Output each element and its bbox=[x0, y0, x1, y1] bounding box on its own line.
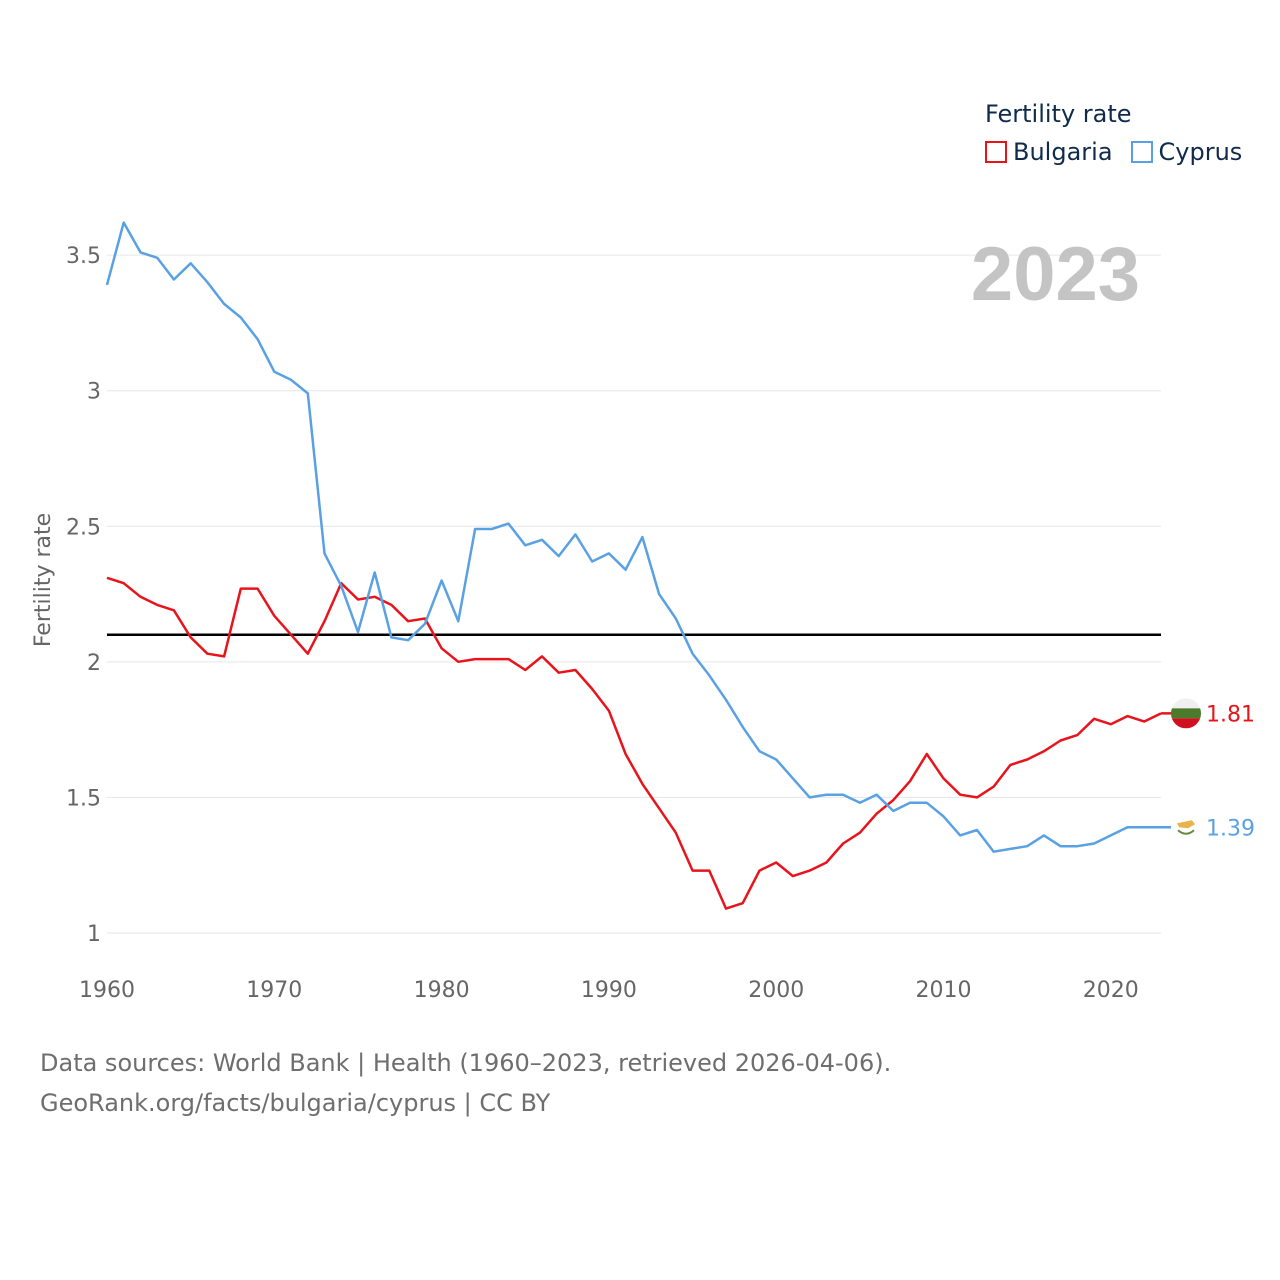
end-value-cyprus: 1.39 bbox=[1206, 816, 1255, 841]
series-lines bbox=[105, 221, 1162, 910]
y-tick-label: 3 bbox=[87, 380, 101, 405]
x-tick-label: 2000 bbox=[748, 978, 804, 1003]
x-tick-label: 2020 bbox=[1083, 978, 1139, 1003]
series-line-cyprus[interactable] bbox=[105, 221, 1161, 853]
series-line-bulgaria[interactable] bbox=[106, 576, 1162, 910]
y-axis-ticks: 1 1.5 2 2.5 3 3.5 bbox=[66, 244, 101, 947]
legend-item-cyprus[interactable]: Cyprus bbox=[1130, 138, 1243, 166]
y-tick-label: 3.5 bbox=[66, 244, 101, 269]
y-tick-label: 1.5 bbox=[66, 786, 101, 811]
source-link-text[interactable]: GeoRank.org/facts/bulgaria/cyprus | CC B… bbox=[40, 1089, 551, 1117]
end-markers: 1.81 1.39 bbox=[1161, 698, 1255, 843]
y-axis-label: Fertility rate bbox=[31, 513, 56, 647]
y-tick-label: 1 bbox=[87, 922, 101, 947]
grid-lines bbox=[107, 254, 1161, 934]
end-value-bulgaria: 1.81 bbox=[1206, 702, 1255, 727]
x-axis-ticks: 1960 1970 1980 1990 2000 2010 2020 bbox=[79, 978, 1139, 1003]
x-tick-label: 1980 bbox=[414, 978, 470, 1003]
x-tick-label: 2010 bbox=[916, 978, 972, 1003]
legend-label-cyprus: Cyprus bbox=[1158, 138, 1243, 166]
legend-swatch-cyprus bbox=[1130, 141, 1153, 163]
legend-title: Fertility rate bbox=[985, 100, 1132, 128]
cyprus-flag-icon bbox=[1171, 812, 1201, 843]
legend-swatch-bulgaria bbox=[985, 141, 1007, 163]
data-sources-text: Data sources: World Bank | Health (1960–… bbox=[40, 1049, 892, 1077]
legend-label-bulgaria: Bulgaria bbox=[1013, 138, 1113, 166]
y-tick-label: 2 bbox=[87, 651, 101, 676]
year-watermark: 2023 bbox=[971, 232, 1140, 317]
x-tick-label: 1960 bbox=[79, 978, 135, 1003]
bulgaria-flag-icon bbox=[1171, 698, 1201, 729]
legend-item-bulgaria[interactable]: Bulgaria bbox=[985, 138, 1113, 166]
footer: Data sources: World Bank | Health (1960–… bbox=[40, 1043, 891, 1123]
legend: Fertility rate Bulgaria Cyprus bbox=[985, 100, 1242, 166]
y-tick-label: 2.5 bbox=[66, 515, 101, 540]
x-tick-label: 1990 bbox=[581, 978, 637, 1003]
x-tick-label: 1970 bbox=[246, 978, 302, 1003]
